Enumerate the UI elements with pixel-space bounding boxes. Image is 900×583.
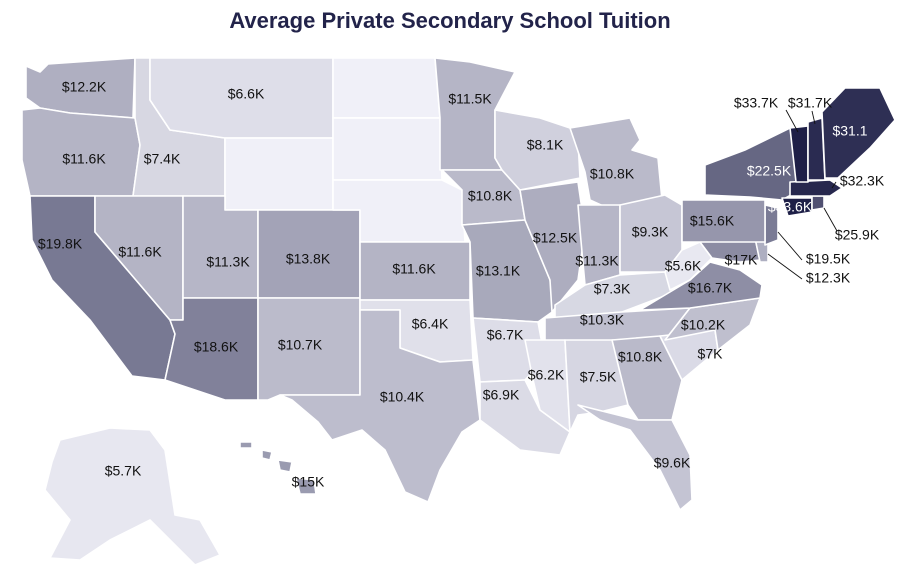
state-ak[interactable] — [44, 427, 221, 566]
state-ms[interactable] — [524, 339, 571, 433]
leader-line-nh — [811, 110, 816, 125]
state-label-az: $18.6K — [194, 339, 239, 355]
state-label-id: $7.4K — [144, 151, 181, 167]
state-label-ct: $33.6K — [768, 199, 813, 215]
labels-layer: $12.2K $11.6K $19.8K $7.4K $11.6K $6.6K $11.3K… — [38, 79, 885, 490]
state-label-hi: $15K — [292, 474, 325, 490]
state-label-in: $11.3K — [575, 253, 619, 269]
state-label-co: $13.8K — [286, 251, 331, 267]
state-label-mn: $11.5K — [448, 91, 492, 107]
state-label-ks: $11.6K — [392, 261, 436, 277]
state-pa[interactable] — [681, 199, 766, 243]
state-label-il: $12.5K — [533, 230, 578, 246]
state-label-va: $16.7K — [688, 280, 733, 296]
leader-line-de — [767, 253, 803, 280]
state-label-md: $17K — [725, 252, 758, 268]
state-label-ak: $5.7K — [105, 463, 142, 479]
state-me[interactable] — [821, 87, 896, 179]
state-label-wv: $5.6K — [665, 258, 702, 274]
state-wi[interactable] — [494, 109, 581, 191]
state-ut[interactable] — [182, 195, 259, 299]
state-ct[interactable] — [781, 197, 813, 217]
state-la[interactable] — [479, 379, 571, 456]
leader-line-ma — [831, 181, 837, 189]
state-label-nv: $11.6K — [118, 244, 162, 260]
state-label-mo: $13.1K — [476, 263, 521, 279]
state-label-nh: $31.7K — [788, 95, 833, 111]
state-label-wa: $12.2K — [62, 79, 107, 95]
state-label-la: $6.9K — [483, 387, 520, 403]
leader-line-vt — [785, 109, 799, 133]
state-sd[interactable] — [332, 117, 443, 181]
state-nh[interactable] — [807, 117, 826, 181]
state-label-ma: $32.3K — [840, 173, 885, 189]
state-vt[interactable] — [789, 125, 809, 183]
state-tx[interactable] — [279, 309, 481, 503]
state-label-ky: $7.3K — [594, 281, 631, 297]
state-label-tx: $10.4K — [380, 389, 425, 405]
state-mi[interactable] — [569, 117, 663, 211]
leader-lines-layer — [767, 109, 838, 280]
state-label-me: $31.1 — [832, 123, 867, 139]
state-hi[interactable] — [239, 441, 317, 495]
state-nd[interactable] — [332, 57, 441, 119]
state-label-fl: $9.6K — [654, 455, 691, 471]
state-label-ri: $25.9K — [835, 227, 880, 243]
map-title: Average Private Secondary School Tuition — [229, 8, 671, 33]
state-label-ga: $10.8K — [618, 349, 663, 365]
state-label-mi: $10.8K — [590, 166, 635, 182]
state-label-vt: $33.7K — [734, 95, 779, 111]
state-label-ms: $6.2K — [528, 367, 565, 383]
state-label-ut: $11.3K — [206, 254, 250, 270]
leader-line-ri — [823, 207, 838, 232]
state-label-ca: $19.8K — [38, 236, 83, 252]
states-layer — [21, 57, 896, 566]
state-fl[interactable] — [577, 404, 693, 511]
leader-line-nj — [777, 231, 803, 261]
state-label-ia: $10.8K — [468, 188, 513, 204]
state-label-al: $7.5K — [580, 369, 617, 385]
state-label-sc: $7K — [698, 346, 724, 362]
state-label-nj: $19.5K — [806, 251, 851, 267]
state-wy[interactable] — [224, 137, 334, 211]
state-label-nc: $10.2K — [681, 317, 726, 333]
state-label-pa: $15.6K — [690, 213, 735, 229]
state-il[interactable] — [519, 181, 586, 313]
state-label-ar: $6.7K — [487, 327, 524, 343]
state-ri[interactable] — [811, 195, 825, 211]
state-label-de: $12.3K — [806, 270, 851, 286]
state-label-nm: $10.7K — [278, 337, 323, 353]
state-label-ok: $6.4K — [412, 316, 449, 332]
state-label-ny: $22.5K — [747, 163, 792, 179]
state-label-tn: $10.3K — [580, 312, 625, 328]
state-label-or: $11.6K — [62, 151, 106, 167]
state-label-oh: $9.3K — [632, 224, 669, 240]
state-in[interactable] — [577, 204, 621, 286]
state-label-mt: $6.6K — [228, 86, 265, 102]
state-label-wi: $8.1K — [527, 137, 564, 153]
